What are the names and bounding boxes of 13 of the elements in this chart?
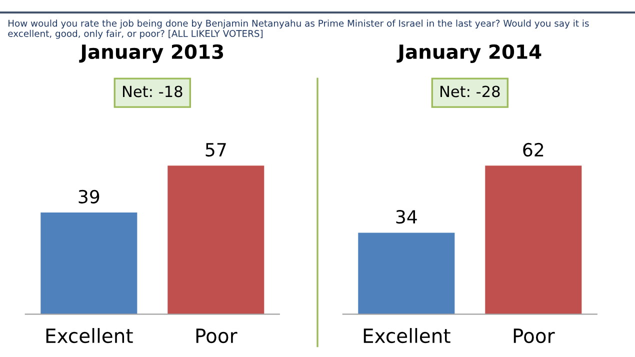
chart-title: January 2014 — [396, 44, 542, 63]
x-tick-label: Excellent — [46, 328, 133, 344]
text: How would you rate the job being done by Benjamin Netanyahu as Prime Minister of Israel in the last year? Would you say it is excellent, good, only fair, or poor? [ALL LIKELY VOTERS] — [8, 20, 589, 39]
x-tick-label: Poor — [514, 328, 555, 344]
text: Net: -28 — [440, 86, 500, 98]
x-tick-label: Poor — [196, 328, 238, 344]
data-label: 34 — [396, 210, 417, 224]
data-label: 39 — [78, 190, 100, 204]
text: Net: -18 — [123, 86, 182, 98]
chart-title: January 2013 — [79, 44, 224, 63]
data-label: 62 — [523, 142, 544, 157]
data-label: 57 — [206, 143, 226, 157]
x-tick-label: Excellent — [364, 328, 450, 344]
